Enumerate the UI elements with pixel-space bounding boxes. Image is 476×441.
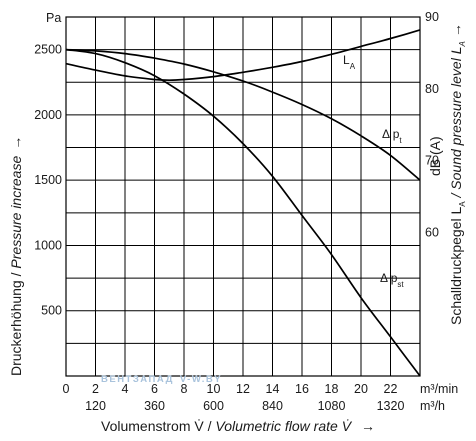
right-axis-title-en: / Sound pressure level L bbox=[448, 46, 464, 201]
curve-label-dpt: Δ pt bbox=[382, 127, 402, 145]
right-axis-title: Schalldruckpegel LA / Sound pressure lev… bbox=[448, 23, 467, 325]
y-tick-label-right: 60 bbox=[425, 225, 439, 239]
y-tick-label-right: 70 bbox=[425, 154, 439, 168]
watermark-suffix: V-W.BY bbox=[180, 374, 222, 385]
curves bbox=[65, 29, 421, 377]
curve-label-dpst-main: Δ p bbox=[380, 271, 398, 285]
x-tick-label-m3h: 360 bbox=[144, 399, 165, 413]
x-tick-label-m3h: 1320 bbox=[377, 399, 405, 413]
curve-total-pressure bbox=[65, 48, 421, 181]
x-tick-label-m3min: 10 bbox=[207, 382, 221, 396]
y-tick-label-left: 1500 bbox=[34, 173, 62, 187]
curve-label-dpst: Δ pst bbox=[380, 271, 404, 289]
x-tick-label-m3h: 840 bbox=[262, 399, 283, 413]
x-axis-title-de: Volumenstrom V̇ / bbox=[101, 418, 215, 434]
curve-sound-level bbox=[65, 29, 421, 82]
curve-static-pressure bbox=[65, 48, 421, 377]
y-tick-label-right: 80 bbox=[425, 82, 439, 96]
tick-labels: 500 1000 1500 2000 2500 60 70 80 90 0 2 4 6 8 10 12 14 16… bbox=[34, 10, 439, 413]
grid bbox=[65, 16, 421, 377]
curve-label-dpt-sub: t bbox=[399, 136, 402, 145]
left-axis-arrow: → bbox=[8, 136, 24, 150]
plot-border bbox=[65, 16, 421, 377]
x-tick-label-m3h: 600 bbox=[203, 399, 224, 413]
x-tick-label-m3h: 120 bbox=[85, 399, 106, 413]
y-tick-label-right: 90 bbox=[425, 10, 439, 24]
x-tick-label-m3min: 0 bbox=[63, 382, 70, 396]
x-tick-label-m3min: 14 bbox=[266, 382, 280, 396]
x-axis-arrow: → bbox=[361, 418, 375, 434]
x-tick-label-m3min: 4 bbox=[122, 382, 129, 396]
x-unit-m3h: m³/h bbox=[420, 399, 445, 413]
curve-label-dpt-main: Δ p bbox=[382, 127, 400, 141]
right-axis-title-en-sub: A bbox=[458, 41, 467, 47]
y-tick-label-left: 1000 bbox=[34, 238, 62, 252]
x-axis-title-en: Volumetric flow rate V̇ bbox=[215, 418, 352, 434]
left-axis-unit: Pa bbox=[46, 11, 61, 25]
left-axis-title-de: Druckerhöhung / bbox=[8, 269, 24, 376]
x-unit-m3min: m³/min bbox=[420, 382, 458, 396]
y-tick-label-left: 500 bbox=[41, 304, 62, 318]
curve-label-la: LA bbox=[343, 53, 356, 71]
x-tick-label-m3min: 2 bbox=[92, 382, 99, 396]
curve-label-la-sub: A bbox=[350, 62, 356, 71]
x-tick-label-m3min: 20 bbox=[354, 382, 368, 396]
y-tick-label-left: 2000 bbox=[34, 108, 62, 122]
x-tick-label-m3min: 12 bbox=[236, 382, 250, 396]
x-tick-label-m3h: 1080 bbox=[318, 399, 346, 413]
y-tick-label-left: 2500 bbox=[34, 43, 62, 57]
x-tick-label-m3min: 22 bbox=[384, 382, 398, 396]
left-axis-title-en: Pressure increase bbox=[8, 156, 24, 269]
x-tick-label-m3min: 6 bbox=[151, 382, 158, 396]
x-axis-title: Volumenstrom V̇ / Volumetric flow rate V… bbox=[101, 418, 375, 434]
x-tick-label-m3min: 16 bbox=[295, 382, 309, 396]
curve-label-dpst-sub: st bbox=[397, 280, 404, 289]
curve-label-la-main: L bbox=[343, 53, 350, 67]
left-axis-title: Druckerhöhung / Pressure increase → bbox=[8, 136, 24, 376]
right-axis-title-de: Schalldruckpegel L bbox=[448, 206, 464, 325]
watermark: ВЕНТЗАПАД V-W.BY bbox=[101, 374, 222, 385]
x-tick-label-m3min: 18 bbox=[325, 382, 339, 396]
right-axis-unit: dB (A) bbox=[427, 136, 443, 176]
plot-frame bbox=[65, 16, 421, 377]
x-tick-label-m3min: 8 bbox=[181, 382, 188, 396]
right-axis-arrow: → bbox=[448, 23, 464, 37]
watermark-text: ВЕНТЗАПАД bbox=[101, 374, 174, 385]
right-axis-title-sub: A bbox=[458, 201, 467, 207]
